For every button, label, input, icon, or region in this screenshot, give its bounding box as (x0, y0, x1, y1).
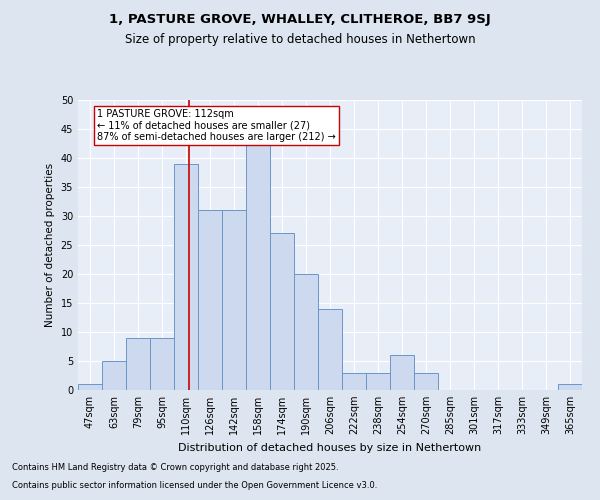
Bar (414, 372, 438, 390)
Bar (102, 361, 126, 390)
Bar (174, 164, 198, 390)
Bar (294, 274, 318, 390)
Bar (198, 210, 222, 390)
Text: Contains HM Land Registry data © Crown copyright and database right 2025.: Contains HM Land Registry data © Crown c… (12, 464, 338, 472)
Bar (150, 338, 174, 390)
Bar (366, 372, 390, 390)
Bar (390, 355, 414, 390)
Bar (318, 309, 342, 390)
Text: Size of property relative to detached houses in Nethertown: Size of property relative to detached ho… (125, 32, 475, 46)
Bar (78, 384, 102, 390)
Bar (222, 210, 246, 390)
Text: 1 PASTURE GROVE: 112sqm
← 11% of detached houses are smaller (27)
87% of semi-de: 1 PASTURE GROVE: 112sqm ← 11% of detache… (97, 108, 336, 142)
Bar (270, 234, 294, 390)
Y-axis label: Number of detached properties: Number of detached properties (45, 163, 55, 327)
Text: Contains public sector information licensed under the Open Government Licence v3: Contains public sector information licen… (12, 481, 377, 490)
Bar (558, 384, 582, 390)
Text: 1, PASTURE GROVE, WHALLEY, CLITHEROE, BB7 9SJ: 1, PASTURE GROVE, WHALLEY, CLITHEROE, BB… (109, 12, 491, 26)
X-axis label: Distribution of detached houses by size in Nethertown: Distribution of detached houses by size … (178, 442, 482, 452)
Bar (246, 123, 270, 390)
Bar (342, 372, 366, 390)
Bar (126, 338, 150, 390)
